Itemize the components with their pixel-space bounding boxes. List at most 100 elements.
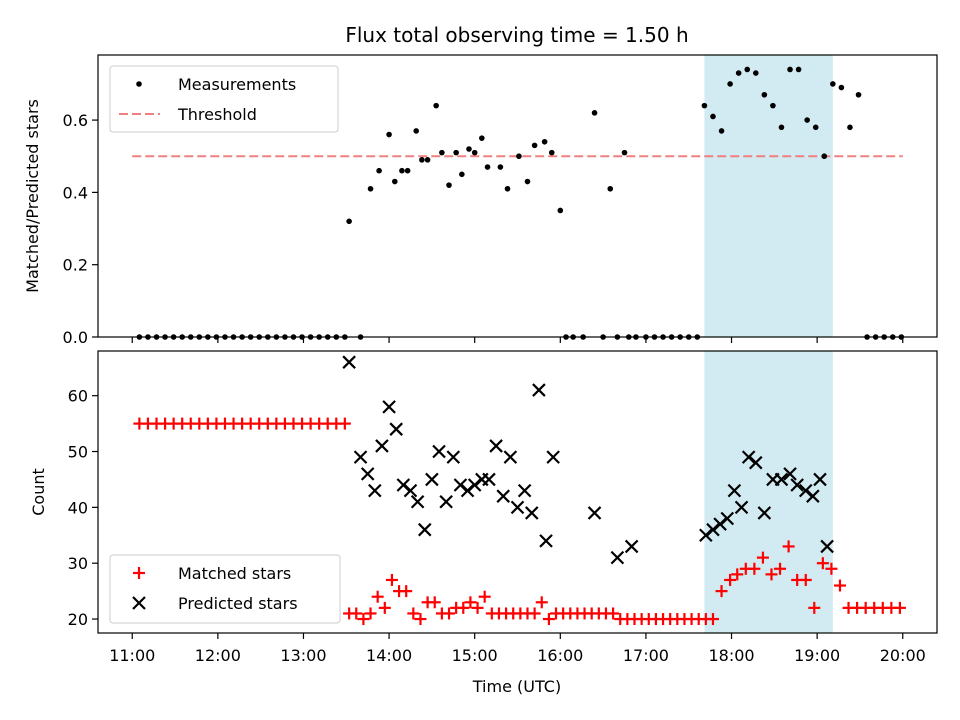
predicted-star-point: [806, 489, 820, 503]
measurement-point: [812, 124, 819, 131]
matched-star-point: [607, 607, 620, 620]
bottom-x-tick-label: 15:00: [452, 646, 498, 665]
measurement-point: [804, 117, 810, 123]
bottom-x-tick-label: 16:00: [537, 646, 583, 665]
matched-star-point: [715, 585, 728, 598]
measurement-point: [821, 153, 828, 160]
matched-star-point: [385, 573, 398, 586]
predicted-star-point: [820, 539, 834, 554]
bottom-y-tick-label: 20: [68, 610, 88, 629]
predicted-star-point: [532, 383, 546, 397]
matched-star-point: [364, 607, 377, 620]
predicted-star-point: [389, 422, 403, 436]
matched-star-point: [782, 540, 795, 553]
measurement-point: [346, 218, 352, 225]
predicted-star-point: [375, 439, 389, 453]
top-legend: Measurements Threshold: [109, 65, 339, 133]
bottom-x-tick-label: 11:00: [109, 646, 155, 665]
predicted-star-point: [587, 506, 602, 520]
measurement-point: [591, 110, 598, 116]
matched-star-point: [706, 613, 719, 626]
measurement-point: [830, 81, 836, 87]
measurement-point: [838, 84, 845, 91]
predicted-star-point: [446, 450, 461, 464]
top-y-axis-label: Matched/Predicted stars: [23, 99, 42, 293]
predicted-star-point: [813, 472, 827, 487]
matched-star-point: [535, 596, 548, 609]
measurement-point: [752, 70, 759, 76]
bottom-plot-frame: [97, 350, 938, 634]
matched-star-point: [478, 590, 491, 603]
measurement-point: [391, 178, 398, 185]
bottom-x-axis-label: Time (UTC): [472, 677, 561, 696]
measurement-point: [761, 91, 768, 98]
matched-star-point: [731, 568, 744, 581]
top-y-tick-label: 0.0: [63, 328, 88, 347]
top-y-tick-label: 0.6: [63, 111, 88, 130]
bottom-x-tick-label: 18:00: [708, 646, 754, 665]
measurement-point: [557, 207, 564, 214]
measurement-point: [386, 131, 392, 138]
bottom-panel: 20 30 40 50 60 11:00 12:00 13:00 14:00 15:00 16:0…: [29, 350, 938, 696]
predicted-star-point: [749, 455, 763, 470]
matched-star-point: [457, 601, 470, 614]
matched-star-point: [808, 601, 821, 614]
legend-predicted-label: Predicted stars: [178, 594, 298, 613]
measurement-point: [399, 167, 405, 174]
legend-measurements-marker: [136, 81, 142, 87]
chart-title: Flux total observing time = 1.50 h: [345, 23, 688, 47]
measurement-point: [479, 135, 485, 141]
predicted-star-point: [790, 478, 804, 492]
predicted-star-point: [482, 472, 496, 487]
bottom-x-tick-label: 14:00: [366, 646, 412, 665]
bottom-x-ticks: 11:00 12:00 13:00 14:00 15:00 16:00 17:00 18:00…: [109, 633, 926, 665]
measurement-point: [453, 149, 459, 156]
matched-star-point: [357, 613, 370, 626]
matched-star-point: [464, 596, 477, 609]
predicted-star-point: [624, 539, 639, 554]
predicted-star-point: [727, 483, 742, 498]
predicted-star-point: [489, 439, 503, 453]
predicted-star-point: [720, 511, 735, 526]
matched-star-point: [378, 601, 391, 614]
top-panel: 0.0 0.2 0.4 0.6 Flux total observing time =…: [23, 23, 938, 347]
measurement-point: [847, 124, 853, 131]
bottom-y-tick-label: 60: [68, 387, 88, 406]
measurement-point: [439, 149, 445, 156]
bottom-y-ticks: 20 30 40 50 60: [68, 387, 98, 629]
matched-star-point: [825, 562, 838, 575]
legend-matched-marker: [133, 567, 145, 579]
matched-star-point: [428, 596, 441, 609]
matched-star-point: [407, 607, 420, 620]
matched-star-point: [724, 573, 737, 586]
matched-star-point: [816, 557, 829, 570]
measurement-point: [744, 66, 751, 73]
top-x-ticks: [131, 337, 904, 343]
bottom-x-tick-label: 17:00: [623, 646, 669, 665]
bottom-y-tick-label: 40: [68, 498, 88, 517]
top-highlight-band: [704, 55, 833, 337]
predicted-star-point: [503, 450, 518, 464]
top-y-tick-label: 0.2: [63, 256, 88, 275]
matched-star-point: [471, 601, 484, 614]
predicted-star-point: [774, 472, 789, 487]
top-y-ticks: 0.0 0.2 0.4 0.6: [63, 111, 98, 347]
bottom-highlight-band: [704, 351, 833, 633]
predicted-star-point: [353, 450, 368, 464]
bottom-x-tick-label: 13:00: [280, 646, 326, 665]
predicted-star-point: [757, 506, 772, 520]
measurement-points: [136, 66, 905, 340]
bottom-y-axis-label: Count: [29, 468, 48, 516]
predicted-star-point: [382, 400, 396, 414]
legend-measurements-label: Measurements: [178, 75, 296, 94]
bottom-x-tick-label: 12:00: [195, 646, 241, 665]
predicted-star-point: [539, 534, 553, 548]
bottom-legend-box: [109, 554, 341, 624]
measurement-point: [367, 185, 374, 192]
measurement-point: [778, 124, 785, 131]
matched-star-point: [414, 613, 427, 626]
measurement-point: [497, 164, 504, 170]
measurement-point: [524, 178, 531, 185]
predicted-star-point: [432, 444, 446, 459]
